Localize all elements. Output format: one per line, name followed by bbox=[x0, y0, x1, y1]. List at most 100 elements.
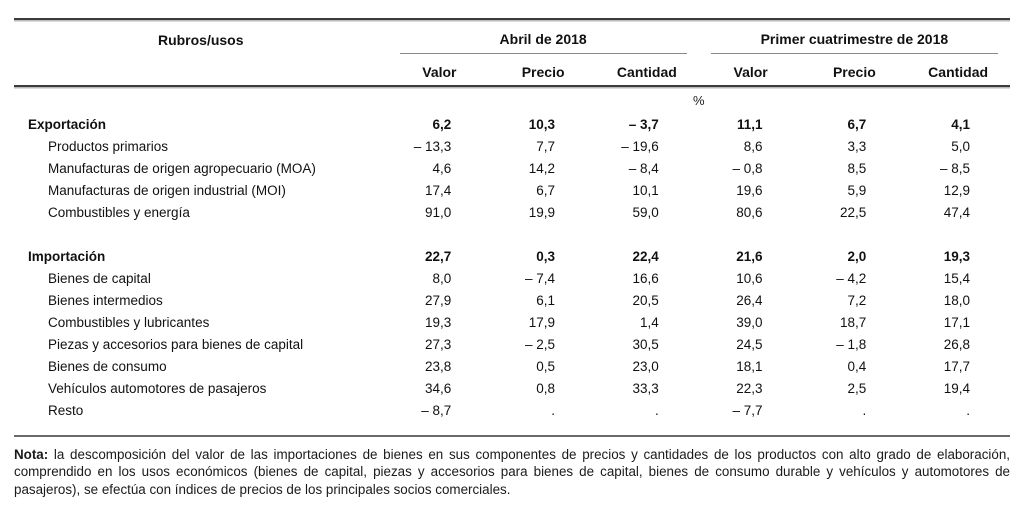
row-label: Bienes de consumo bbox=[48, 358, 167, 374]
table-bottom-rule bbox=[14, 435, 1010, 437]
value-cell: 8,0 bbox=[432, 270, 452, 286]
value-cell: 10,6 bbox=[736, 270, 763, 286]
value-cell: 39,0 bbox=[736, 314, 763, 330]
row-productos-primarios: Productos primarios – 13,3 7,7 – 19,6 8,… bbox=[14, 135, 1010, 157]
value-cell: . bbox=[551, 402, 555, 418]
row-label: Manufacturas de origen industrial (MOI) bbox=[48, 182, 286, 198]
value-cell: – 3,7 bbox=[628, 116, 659, 132]
value-cell: 8,6 bbox=[743, 138, 763, 154]
unit-row: % bbox=[14, 87, 1010, 113]
row-label: Importación bbox=[28, 248, 106, 264]
value-cell: 19,6 bbox=[736, 182, 763, 198]
value-cell: 26,4 bbox=[736, 292, 763, 308]
value-cell: . bbox=[966, 402, 970, 418]
row-label: Vehículos automotores de pasajeros bbox=[48, 380, 267, 396]
value-cell: 10,3 bbox=[528, 116, 555, 132]
row-piezas-accesorios: Piezas y accesorios para bienes de capit… bbox=[14, 333, 1010, 355]
row-combustibles-energia: Combustibles y energía 91,0 19,9 59,0 80… bbox=[14, 201, 1010, 223]
value-cell: 23,8 bbox=[424, 358, 452, 374]
value-cell: 91,0 bbox=[424, 204, 452, 220]
value-cell: 22,7 bbox=[424, 248, 452, 264]
value-cell: 18,7 bbox=[839, 314, 867, 330]
section-gap bbox=[14, 223, 1010, 245]
value-cell: 4,6 bbox=[432, 160, 452, 176]
value-cell: 6,7 bbox=[847, 116, 867, 132]
value-cell: 26,8 bbox=[943, 336, 970, 352]
row-vehiculos-automotores: Vehículos automotores de pasajeros 34,6 … bbox=[14, 377, 1010, 399]
table-top-rule bbox=[14, 18, 1010, 20]
row-manufacturas-moa: Manufacturas de origen agropecuario (MOA… bbox=[14, 157, 1010, 179]
column-header-valor-abril: Valor bbox=[422, 64, 457, 80]
value-cell: 8,5 bbox=[847, 160, 867, 176]
row-label: Combustibles y energía bbox=[48, 204, 190, 220]
value-cell: 7,7 bbox=[536, 138, 555, 154]
row-label: Combustibles y lubricantes bbox=[48, 314, 210, 330]
table-column-headers: Valor Precio Cantidad Valor Precio Canti… bbox=[14, 59, 1010, 85]
value-cell: 24,5 bbox=[736, 336, 763, 352]
value-cell: 11,1 bbox=[736, 116, 763, 132]
value-cell: 33,3 bbox=[632, 380, 659, 396]
row-bienes-de-consumo: Bienes de consumo 23,8 0,5 23,0 18,1 0,4… bbox=[14, 355, 1010, 377]
row-label: Productos primarios bbox=[48, 138, 169, 154]
value-cell: 2,5 bbox=[847, 380, 867, 396]
value-cell: – 1,8 bbox=[836, 336, 867, 352]
value-cell: – 8,7 bbox=[421, 402, 452, 418]
value-cell: 19,3 bbox=[424, 314, 452, 330]
value-cell: 17,9 bbox=[528, 314, 555, 330]
percent-unit-label: % bbox=[692, 92, 705, 108]
value-cell: – 7,7 bbox=[732, 402, 763, 418]
value-cell: 6,2 bbox=[432, 116, 452, 132]
value-cell: – 0,8 bbox=[732, 160, 763, 176]
value-cell: 18,0 bbox=[943, 292, 970, 308]
row-label: Manufacturas de origen agropecuario (MOA… bbox=[48, 160, 316, 176]
value-cell: 16,6 bbox=[632, 270, 659, 286]
row-bienes-intermedios: Bienes intermedios 27,9 6,1 20,5 26,4 7,… bbox=[14, 289, 1010, 311]
label-column-header: Rubros/usos bbox=[157, 31, 244, 48]
value-cell: 23,0 bbox=[632, 358, 659, 374]
row-label: Exportación bbox=[28, 116, 107, 132]
row-importacion: Importación 22,7 0,3 22,4 21,6 2,0 19,3 bbox=[14, 245, 1010, 267]
table-bottom-space bbox=[14, 421, 1010, 435]
value-cell: 18,1 bbox=[736, 358, 763, 374]
value-cell: . bbox=[862, 402, 867, 418]
value-cell: 30,5 bbox=[632, 336, 659, 352]
value-cell: 34,6 bbox=[424, 380, 452, 396]
value-cell: 10,1 bbox=[632, 182, 659, 198]
value-cell: 0,3 bbox=[536, 248, 555, 264]
value-cell: 17,4 bbox=[424, 182, 452, 198]
value-cell: 0,4 bbox=[847, 358, 867, 374]
row-label: Resto bbox=[48, 402, 84, 418]
value-cell: 4,1 bbox=[951, 116, 970, 132]
value-cell: – 7,4 bbox=[524, 270, 555, 286]
column-group-cuatrimestre: Primer cuatrimestre de 2018 bbox=[699, 20, 1010, 59]
value-cell: 5,9 bbox=[847, 182, 867, 198]
value-cell: 15,4 bbox=[943, 270, 970, 286]
value-cell: 7,2 bbox=[847, 292, 867, 308]
column-group-abril-title: Abril de 2018 bbox=[399, 20, 687, 54]
value-cell: 59,0 bbox=[632, 204, 659, 220]
footnote-text: la descomposición del valor de las impor… bbox=[14, 446, 1010, 497]
value-cell: 22,4 bbox=[632, 248, 659, 264]
column-header-cantidad-cuatrimestre: Cantidad bbox=[928, 64, 989, 80]
column-header-valor-cuatrimestre: Valor bbox=[733, 64, 768, 80]
footnote: Nota: la descomposición del valor de las… bbox=[14, 446, 1010, 499]
value-cell: 22,5 bbox=[839, 204, 867, 220]
value-cell: 22,3 bbox=[736, 380, 763, 396]
value-cell: 14,2 bbox=[528, 160, 555, 176]
table-header-groups: Rubros/usos Abril de 2018 Primer cuatrim… bbox=[14, 20, 1010, 59]
value-cell: – 8,4 bbox=[628, 160, 659, 176]
row-exportacion: Exportación 6,2 10,3 – 3,7 11,1 6,7 4,1 bbox=[14, 113, 1010, 135]
value-cell: – 8,5 bbox=[939, 160, 970, 176]
row-label: Bienes intermedios bbox=[48, 292, 163, 308]
header-bottom-rule bbox=[14, 85, 1010, 87]
row-bienes-de-capital: Bienes de capital 8,0 – 7,4 16,6 10,6 – … bbox=[14, 267, 1010, 289]
value-cell: – 2,5 bbox=[524, 336, 555, 352]
value-cell: 27,3 bbox=[424, 336, 452, 352]
value-cell: 20,5 bbox=[632, 292, 659, 308]
value-cell: 17,1 bbox=[943, 314, 970, 330]
report-page: Rubros/usos Abril de 2018 Primer cuatrim… bbox=[14, 18, 1010, 499]
value-cell: 6,1 bbox=[536, 292, 555, 308]
value-cell: 0,5 bbox=[536, 358, 555, 374]
row-combustibles-lubricantes: Combustibles y lubricantes 19,3 17,9 1,4… bbox=[14, 311, 1010, 333]
value-cell: 19,4 bbox=[943, 380, 970, 396]
